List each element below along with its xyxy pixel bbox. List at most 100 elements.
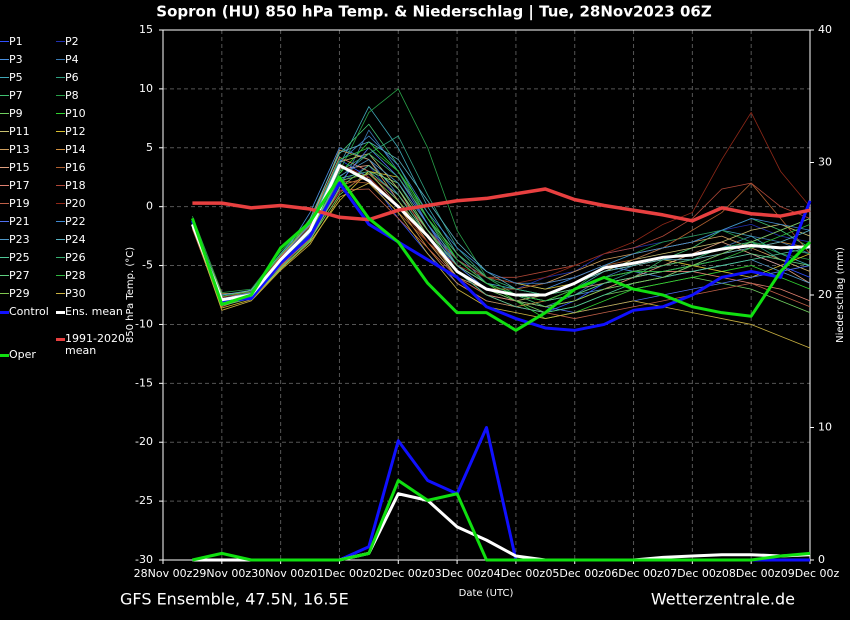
legend-label: Ens. mean xyxy=(65,305,123,318)
temp-line xyxy=(191,181,812,332)
legend-key xyxy=(56,59,65,61)
temp-line xyxy=(192,187,811,223)
legend-key xyxy=(0,203,9,205)
legend-key xyxy=(0,185,9,187)
legend-key xyxy=(0,311,9,314)
legend-key xyxy=(56,338,65,341)
legend-label: P24 xyxy=(65,233,86,246)
y-tick-label: -15 xyxy=(135,376,153,389)
legend-label: P7 xyxy=(9,89,23,102)
legend-label: P22 xyxy=(65,215,86,228)
x-tick-label: 02Dec 00z xyxy=(369,567,428,580)
legend-key xyxy=(0,41,9,43)
x-axis-label: Date (UTC) xyxy=(459,588,514,599)
y2-tick-label: 30 xyxy=(818,156,832,169)
legend-label: P12 xyxy=(65,125,86,138)
y-tick-label: 10 xyxy=(139,82,153,95)
legend-label: P1 xyxy=(9,35,23,48)
temp-line xyxy=(192,147,811,299)
x-tick-label: 08Dec 00z xyxy=(722,567,781,580)
legend-label: P18 xyxy=(65,179,86,192)
temp-line xyxy=(192,147,811,302)
precip-line xyxy=(192,426,810,562)
x-tick-label: 06Dec 00z xyxy=(604,567,663,580)
legend-key xyxy=(0,354,9,357)
legend-key xyxy=(56,185,65,187)
legend-key xyxy=(0,77,9,79)
legend-label: P19 xyxy=(9,197,30,210)
legend-label: P26 xyxy=(65,251,86,264)
y-tick-label: -30 xyxy=(135,553,153,566)
legend-key xyxy=(0,131,9,133)
y2-tick-label: 40 xyxy=(818,23,832,36)
y-tick-label: 0 xyxy=(146,200,153,213)
y2-tick-label: 10 xyxy=(818,421,832,434)
legend-key xyxy=(56,221,65,223)
x-tick-label: 04Dec 00z xyxy=(487,567,546,580)
legend-label: P17 xyxy=(9,179,30,192)
legend-label: P16 xyxy=(65,161,86,174)
legend-key xyxy=(0,149,9,151)
temp-line xyxy=(191,163,811,302)
legend-label: P30 xyxy=(65,287,86,300)
legend-label: P10 xyxy=(65,107,86,120)
legend-key xyxy=(56,293,65,295)
source: Wetterzentrale.de xyxy=(651,590,795,609)
subtitle: GFS Ensemble, 47.5N, 16.5E xyxy=(120,590,349,609)
temp-line xyxy=(192,165,811,306)
legend-key xyxy=(56,77,65,79)
x-tick-label: 30Nov 00z xyxy=(251,567,310,580)
temp-line xyxy=(192,135,811,299)
y2-tick-label: 0 xyxy=(818,553,825,566)
legend-label: P15 xyxy=(9,161,30,174)
y-tick-label: -10 xyxy=(135,317,153,330)
legend-key xyxy=(56,311,65,314)
legend-label: P8 xyxy=(65,89,79,102)
y-tick-label: 5 xyxy=(146,141,153,154)
y-tick-label: -20 xyxy=(135,435,153,448)
legend-label: P9 xyxy=(9,107,23,120)
legend-key xyxy=(56,41,65,43)
legend-key xyxy=(56,239,65,241)
legend-label: P29 xyxy=(9,287,30,300)
legend-key xyxy=(56,113,65,115)
legend-key xyxy=(0,221,9,223)
chart-title: Sopron (HU) 850 hPa Temp. & Niederschlag… xyxy=(156,3,712,22)
legend-key xyxy=(56,167,65,169)
legend-label: Control xyxy=(9,305,49,318)
legend-key xyxy=(56,257,65,259)
x-tick-label: 28Nov 00z xyxy=(134,567,193,580)
legend-label: P25 xyxy=(9,251,30,264)
legend-key xyxy=(0,167,9,169)
precip-line xyxy=(192,479,811,562)
y-tick-label: 15 xyxy=(139,23,153,36)
legend-label: P3 xyxy=(9,53,23,66)
legend-label: P2 xyxy=(65,35,79,48)
temp-line xyxy=(192,147,811,314)
legend-key xyxy=(0,293,9,295)
temp-line xyxy=(192,170,811,309)
precip-line xyxy=(192,492,811,562)
x-tick-label: 09Dec 00z xyxy=(781,567,840,580)
legend-key xyxy=(0,275,9,277)
legend-label: P14 xyxy=(65,143,86,156)
x-tick-label: 03Dec 00z xyxy=(428,567,487,580)
y-tick-label: -5 xyxy=(142,259,153,272)
y-axis-label: 850 hPa Temp. (°C) xyxy=(125,247,136,343)
legend-key xyxy=(0,257,9,259)
temp-line xyxy=(192,182,811,349)
legend-label: P4 xyxy=(65,53,79,66)
legend-key xyxy=(0,113,9,115)
x-tick-label: 05Dec 00z xyxy=(545,567,604,580)
y-tick-label: -25 xyxy=(135,494,153,507)
legend-label: P13 xyxy=(9,143,30,156)
legend-label: P11 xyxy=(9,125,30,138)
legend-key xyxy=(56,149,65,151)
legend-key xyxy=(0,95,9,97)
legend-key xyxy=(56,203,65,205)
y2-tick-label: 20 xyxy=(818,288,832,301)
x-tick-label: 07Dec 00z xyxy=(663,567,722,580)
legend-label: P23 xyxy=(9,233,30,246)
legend-label: Oper xyxy=(9,348,36,361)
